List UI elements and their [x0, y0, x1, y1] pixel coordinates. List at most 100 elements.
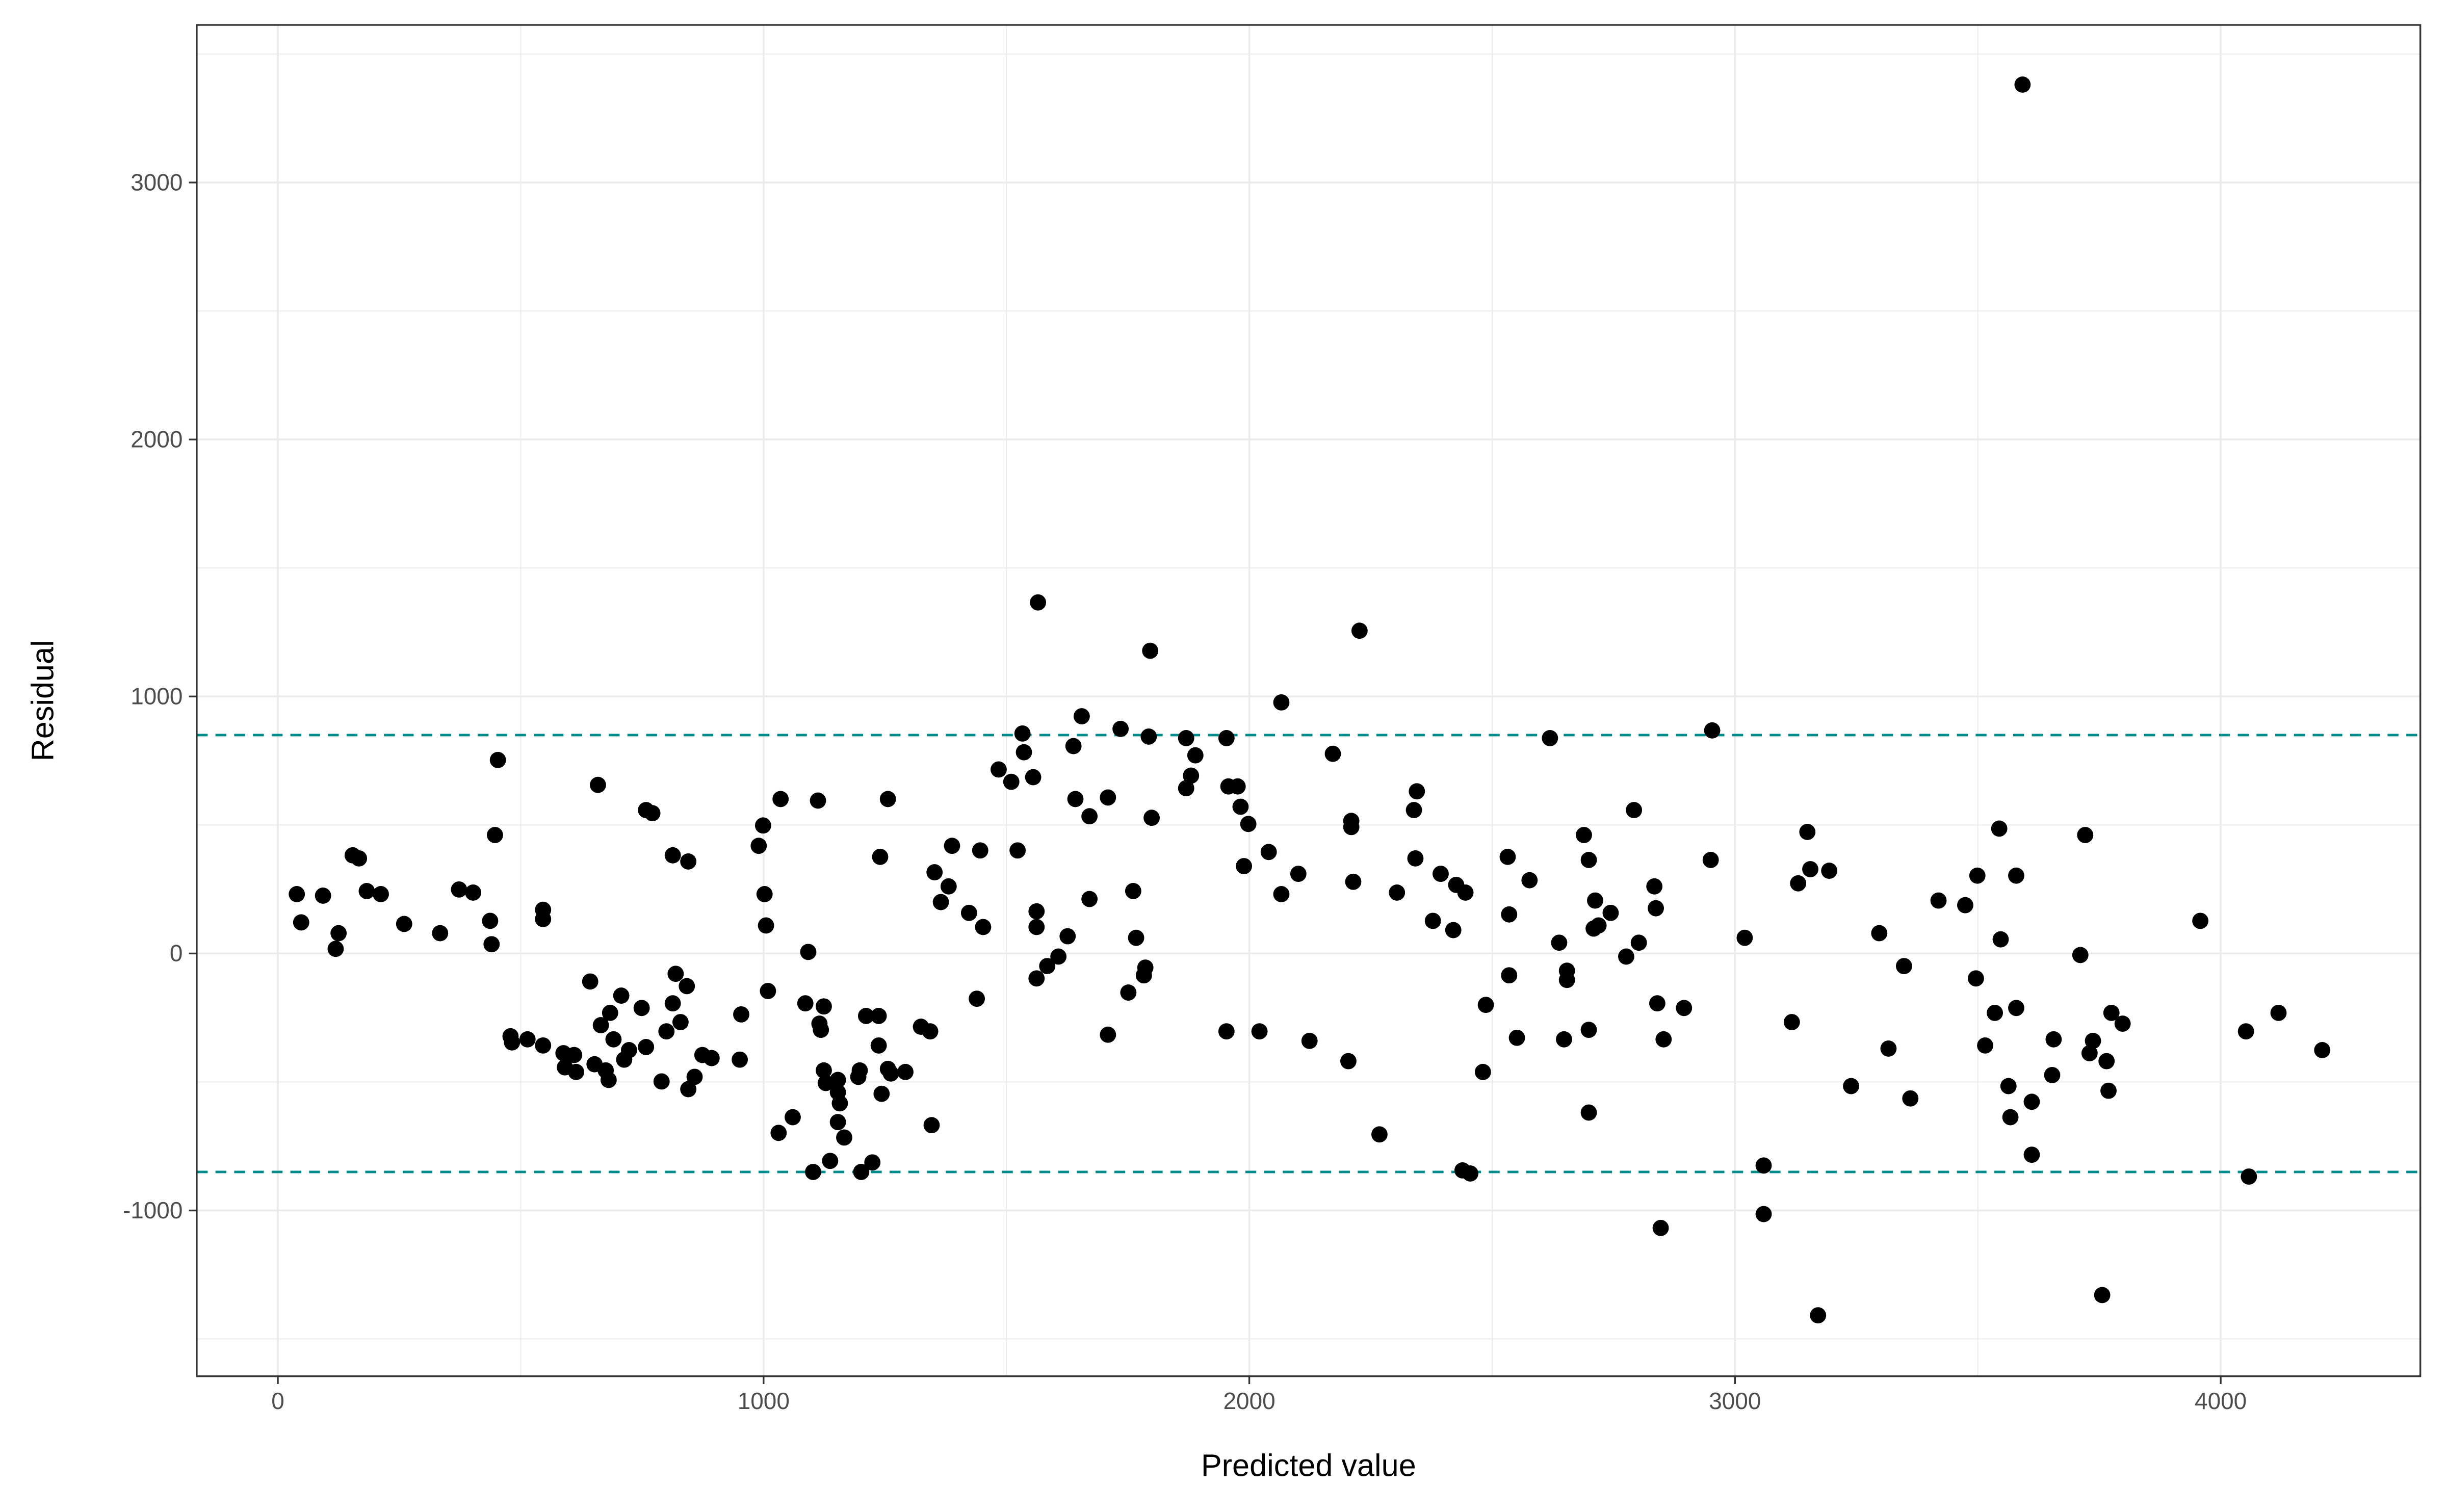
data-point — [1977, 1037, 1993, 1054]
data-point — [1324, 745, 1341, 762]
data-point — [330, 925, 347, 942]
reference-lines — [196, 734, 2420, 1174]
data-point — [482, 913, 499, 929]
panel-background — [196, 24, 2420, 1376]
data-point — [1081, 891, 1098, 907]
data-point — [1799, 824, 1816, 840]
data-point — [1030, 594, 1047, 611]
data-point — [816, 1062, 832, 1079]
major-gridlines — [196, 24, 2420, 1376]
data-point — [483, 936, 500, 953]
data-point — [1992, 931, 2009, 948]
data-point — [1081, 808, 1098, 825]
data-point — [1389, 884, 1405, 901]
data-point — [2072, 947, 2089, 963]
data-point — [680, 853, 697, 870]
data-point — [1351, 622, 1368, 639]
data-point — [2114, 1015, 2131, 1032]
y-axis-ticks: -1000 0 1000 2000 3000 — [123, 169, 197, 1223]
data-point — [1340, 1053, 1357, 1070]
data-point — [1143, 810, 1160, 826]
data-point — [923, 1117, 940, 1134]
data-point — [800, 944, 817, 960]
data-point — [679, 978, 695, 995]
data-point — [703, 1050, 720, 1066]
data-point — [432, 925, 449, 942]
data-point — [620, 1042, 637, 1058]
data-point — [1183, 767, 1200, 784]
x-tick-label: 4000 — [2195, 1388, 2247, 1414]
data-point — [1232, 798, 1249, 815]
data-point — [1580, 1104, 1597, 1121]
data-point — [1704, 722, 1721, 739]
data-point — [1508, 1029, 1525, 1046]
data-point — [872, 848, 889, 865]
data-points — [289, 76, 2331, 1324]
data-point — [1802, 861, 1818, 877]
data-point — [785, 1109, 801, 1126]
y-tick-label: 2000 — [131, 426, 183, 452]
data-point — [602, 1004, 618, 1021]
data-point — [797, 995, 814, 1012]
data-point — [1025, 769, 1042, 786]
data-point — [1821, 863, 1838, 879]
data-point — [396, 916, 412, 932]
data-point — [487, 827, 503, 843]
data-point — [1120, 984, 1137, 1001]
data-point — [1067, 791, 1084, 807]
data-point — [638, 1038, 655, 1055]
data-point — [1755, 1206, 1772, 1222]
data-point — [2008, 867, 2024, 884]
data-point — [1178, 730, 1194, 746]
data-point — [1251, 1023, 1268, 1040]
data-point — [1551, 934, 1568, 951]
data-point — [1260, 844, 1277, 861]
data-point — [1736, 929, 1753, 946]
data-point — [2192, 913, 2209, 929]
data-point — [1648, 900, 1664, 917]
data-point — [2098, 1053, 2115, 1070]
y-tick-label: 1000 — [131, 683, 183, 710]
y-axis-title: Residual — [25, 640, 60, 761]
data-point — [2237, 1023, 2254, 1040]
data-point — [944, 838, 960, 854]
data-point — [1343, 819, 1360, 836]
data-point — [756, 886, 773, 902]
data-point — [686, 1068, 703, 1085]
data-point — [327, 941, 344, 957]
data-point — [1142, 642, 1159, 659]
data-point — [1178, 780, 1194, 797]
data-point — [851, 1062, 868, 1079]
x-tick-label: 2000 — [1224, 1388, 1275, 1414]
data-point — [991, 761, 1007, 778]
data-point — [2014, 76, 2031, 93]
data-point — [1187, 747, 1204, 764]
data-point — [644, 805, 661, 822]
data-point — [1930, 892, 1947, 909]
data-point — [836, 1129, 852, 1146]
data-point — [1218, 730, 1235, 746]
data-point — [1457, 884, 1474, 901]
data-point — [2094, 1287, 2111, 1304]
data-point — [658, 1023, 675, 1040]
data-point — [1345, 873, 1362, 890]
data-point — [1655, 1031, 1672, 1048]
data-point — [293, 914, 309, 931]
data-point — [489, 751, 506, 768]
data-point — [1676, 1000, 1693, 1016]
data-point — [733, 1006, 749, 1023]
data-point — [1039, 958, 1056, 975]
data-point — [864, 1154, 881, 1171]
data-point — [1229, 778, 1246, 795]
data-point — [922, 1023, 939, 1040]
data-point — [772, 791, 789, 807]
data-point — [1783, 1014, 1800, 1030]
data-point — [972, 842, 988, 859]
panel-border — [196, 24, 2422, 1377]
data-point — [582, 973, 598, 990]
x-axis-ticks: 0 1000 2000 3000 4000 — [271, 1376, 2247, 1414]
data-point — [857, 1007, 874, 1024]
data-point — [1652, 1219, 1669, 1236]
data-point — [2103, 1004, 2120, 1021]
data-point — [1880, 1040, 1897, 1057]
